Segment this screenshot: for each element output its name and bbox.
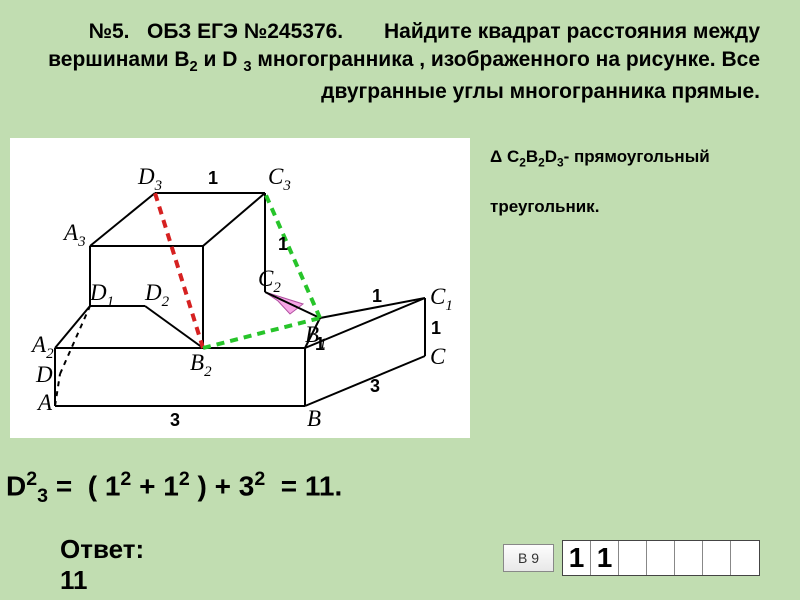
svg-text:C: C bbox=[430, 344, 446, 369]
svg-text:A: A bbox=[36, 390, 53, 415]
svg-text:B: B bbox=[307, 406, 321, 431]
answer-input-row: В 9 11 bbox=[503, 540, 760, 576]
answer-label: Ответ: bbox=[60, 534, 144, 564]
svg-text:1: 1 bbox=[278, 234, 288, 254]
answer-cells[interactable]: 11 bbox=[562, 540, 760, 576]
svg-text:D3: D3 bbox=[137, 164, 162, 194]
svg-text:C3: C3 bbox=[268, 164, 291, 194]
svg-text:C2: C2 bbox=[258, 266, 281, 296]
equation: D23 = ( 12 + 12 ) + 32 = 11. bbox=[6, 468, 342, 508]
side-note: Δ C2B2D3- прямоугольныйтреугольник. bbox=[490, 145, 780, 219]
geometry-diagram: ABCDA2B2B1C1D1D2C2A3D3C33311111 bbox=[10, 138, 470, 438]
svg-text:1: 1 bbox=[208, 168, 218, 188]
svg-text:A2: A2 bbox=[30, 332, 54, 362]
answer-cell[interactable] bbox=[619, 541, 647, 575]
svg-text:3: 3 bbox=[370, 376, 380, 396]
svg-text:1: 1 bbox=[372, 286, 382, 306]
answer-cell[interactable] bbox=[731, 541, 759, 575]
answer-cell[interactable] bbox=[647, 541, 675, 575]
problem-title: №5. ОБЗ ЕГЭ №245376. Найдите квадрат рас… bbox=[0, 0, 800, 115]
answer-cell[interactable]: 1 bbox=[591, 541, 619, 575]
svg-text:C1: C1 bbox=[430, 284, 453, 314]
answer-value: 11 bbox=[60, 565, 88, 595]
answer-label-block: Ответ: 11 bbox=[60, 534, 144, 596]
svg-text:A3: A3 bbox=[62, 220, 86, 250]
answer-cell[interactable] bbox=[675, 541, 703, 575]
answer-cell[interactable] bbox=[703, 541, 731, 575]
answer-cell[interactable]: 1 bbox=[563, 541, 591, 575]
task-tag: В 9 bbox=[503, 544, 554, 572]
svg-text:1: 1 bbox=[431, 318, 441, 338]
svg-text:B2: B2 bbox=[190, 350, 212, 380]
svg-text:D2: D2 bbox=[144, 280, 170, 310]
svg-text:1: 1 bbox=[315, 334, 325, 354]
svg-text:3: 3 bbox=[170, 410, 180, 430]
svg-text:D: D bbox=[35, 362, 53, 387]
